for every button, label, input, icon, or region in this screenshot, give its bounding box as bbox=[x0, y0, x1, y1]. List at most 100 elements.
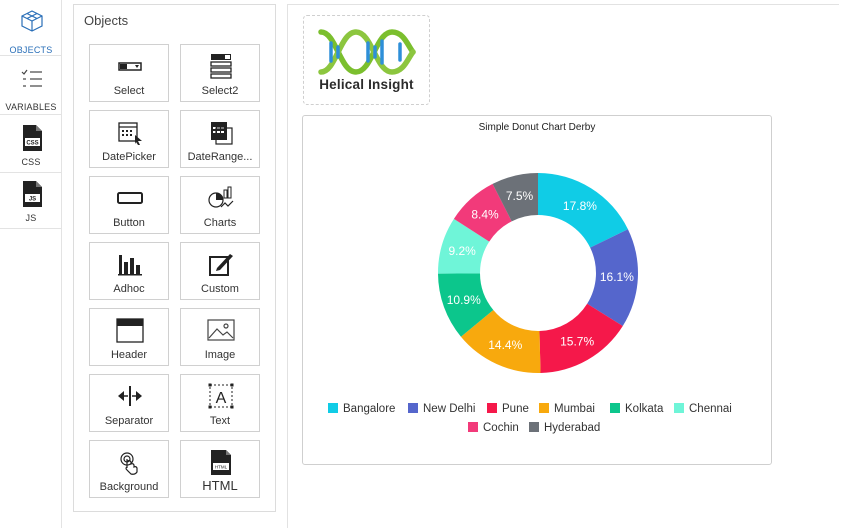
tile-label: Image bbox=[204, 349, 236, 361]
datepicker-icon bbox=[118, 122, 142, 145]
helical-dna-logo-icon bbox=[318, 29, 416, 75]
object-select[interactable]: Select bbox=[89, 44, 169, 102]
tile-label: Custom bbox=[201, 283, 239, 295]
objects-panel: Objects Select Select2 DatePicker bbox=[73, 4, 276, 512]
slice-data-label: 9.2% bbox=[448, 244, 476, 258]
object-datepicker[interactable]: DatePicker bbox=[89, 110, 169, 168]
object-text[interactable]: A Text bbox=[180, 374, 260, 432]
tile-label: Separator bbox=[104, 415, 154, 427]
tile-label: Header bbox=[110, 349, 148, 361]
legend-label: Kolkata bbox=[625, 403, 664, 415]
chart-title: Simple Donut Chart Derby bbox=[478, 122, 596, 133]
object-html[interactable]: HTML HTML bbox=[180, 440, 260, 498]
svg-text:HTML: HTML bbox=[215, 465, 228, 470]
slice-data-label: 15.7% bbox=[560, 335, 594, 349]
tile-label: Background bbox=[99, 481, 159, 493]
rail-tab-js[interactable]: JS JS bbox=[0, 173, 62, 229]
legend-item-mumbai[interactable]: Mumbai bbox=[539, 403, 595, 417]
legend-item-chennai[interactable]: Chennai bbox=[674, 403, 732, 417]
donut-slice-chennai[interactable] bbox=[438, 218, 490, 274]
object-adhoc[interactable]: Adhoc bbox=[89, 242, 169, 300]
tile-label: Button bbox=[113, 217, 145, 229]
objects-cubes-icon bbox=[21, 10, 43, 32]
object-charts[interactable]: Charts bbox=[180, 176, 260, 234]
tile-label: DateRange... bbox=[187, 151, 253, 163]
legend-label: Hyderabad bbox=[544, 422, 601, 434]
donut-slice-new-delhi[interactable] bbox=[587, 229, 638, 327]
svg-text:JS: JS bbox=[29, 197, 36, 203]
object-button[interactable]: Button bbox=[89, 176, 169, 234]
legend-item-pune[interactable]: Pune bbox=[487, 403, 529, 417]
tile-label: HTML bbox=[202, 478, 238, 493]
object-background[interactable]: Background bbox=[89, 440, 169, 498]
legend-swatch bbox=[487, 403, 497, 413]
rail-tab-label: JS bbox=[25, 213, 37, 223]
separator-icon bbox=[118, 386, 142, 406]
legend-item-hyderabad[interactable]: Hyderabad bbox=[529, 422, 600, 436]
rail-tab-label: CSS bbox=[21, 157, 41, 167]
legend-swatch bbox=[408, 403, 418, 413]
slice-data-label: 7.5% bbox=[506, 189, 534, 203]
background-icon bbox=[120, 452, 138, 475]
logo-component[interactable]: Helical Insight bbox=[303, 15, 430, 105]
daterange-icon bbox=[211, 122, 233, 145]
object-daterange[interactable]: DateRange... bbox=[180, 110, 260, 168]
object-custom[interactable]: Custom bbox=[180, 242, 260, 300]
object-select2[interactable]: Select2 bbox=[180, 44, 260, 102]
slice-data-label: 8.4% bbox=[471, 207, 499, 221]
objects-panel-title: Objects bbox=[84, 13, 129, 28]
charts-icon bbox=[208, 186, 234, 208]
slice-data-label: 17.8% bbox=[563, 199, 597, 213]
left-rail: OBJECTS VARIABLES CSS CSS J bbox=[0, 0, 62, 528]
slice-data-label: 16.1% bbox=[600, 270, 634, 284]
rail-tab-label: OBJECTS bbox=[9, 45, 53, 55]
logo-text: Helical Insight bbox=[319, 77, 414, 92]
custom-icon bbox=[209, 254, 233, 276]
legend-swatch bbox=[674, 403, 684, 413]
button-icon bbox=[117, 192, 143, 204]
legend-swatch bbox=[468, 422, 478, 432]
donut-slice-mumbai[interactable] bbox=[460, 309, 541, 373]
rail-tab-variables[interactable]: VARIABLES bbox=[0, 59, 62, 115]
legend-item-kolkata[interactable]: Kolkata bbox=[610, 403, 663, 417]
object-image[interactable]: Image bbox=[180, 308, 260, 366]
object-separator[interactable]: Separator bbox=[89, 374, 169, 432]
legend-item-bangalore[interactable]: Bangalore bbox=[328, 403, 395, 417]
legend-label: Pune bbox=[502, 403, 529, 415]
object-header[interactable]: Header bbox=[89, 308, 169, 366]
tile-label: DatePicker bbox=[102, 151, 156, 163]
tile-label: Adhoc bbox=[113, 283, 145, 295]
donut-slice-bangalore[interactable] bbox=[538, 173, 628, 248]
legend-swatch bbox=[610, 403, 620, 413]
tile-label: Select2 bbox=[201, 85, 239, 97]
tile-label: Text bbox=[209, 415, 231, 427]
header-icon bbox=[116, 318, 144, 343]
legend-label: Cochin bbox=[483, 422, 519, 434]
rail-tab-label: VARIABLES bbox=[5, 102, 57, 112]
donut-slice-hyderabad[interactable] bbox=[492, 173, 538, 222]
donut-slice-kolkata[interactable] bbox=[438, 273, 494, 337]
donut-slice-pune[interactable] bbox=[539, 303, 623, 373]
css-file-icon: CSS bbox=[23, 125, 42, 151]
adhoc-icon bbox=[118, 255, 142, 276]
legend-label: Chennai bbox=[689, 403, 732, 415]
rail-tab-css[interactable]: CSS CSS bbox=[0, 117, 62, 173]
donut-slice-cochin[interactable] bbox=[453, 183, 512, 242]
legend-item-cochin[interactable]: Cochin bbox=[468, 422, 519, 436]
legend-label: New Delhi bbox=[423, 403, 476, 415]
svg-text:A: A bbox=[216, 390, 227, 407]
select-icon bbox=[118, 62, 142, 71]
variables-list-icon bbox=[21, 69, 42, 87]
tile-label: Charts bbox=[203, 217, 237, 229]
svg-text:CSS: CSS bbox=[26, 141, 38, 147]
legend-swatch bbox=[328, 403, 338, 413]
text-icon: A bbox=[208, 383, 234, 409]
legend-swatch bbox=[539, 403, 549, 413]
legend-item-new-delhi[interactable]: New Delhi bbox=[408, 403, 475, 417]
donut-chart-component[interactable]: Simple Donut Chart Derby 17.8% 16.1% 15.7%… bbox=[302, 115, 772, 465]
legend-swatch bbox=[529, 422, 539, 432]
js-file-icon: JS bbox=[23, 181, 42, 207]
legend-label: Mumbai bbox=[554, 403, 595, 415]
rail-tab-objects[interactable]: OBJECTS bbox=[0, 0, 62, 56]
tile-label: Select bbox=[113, 85, 145, 97]
